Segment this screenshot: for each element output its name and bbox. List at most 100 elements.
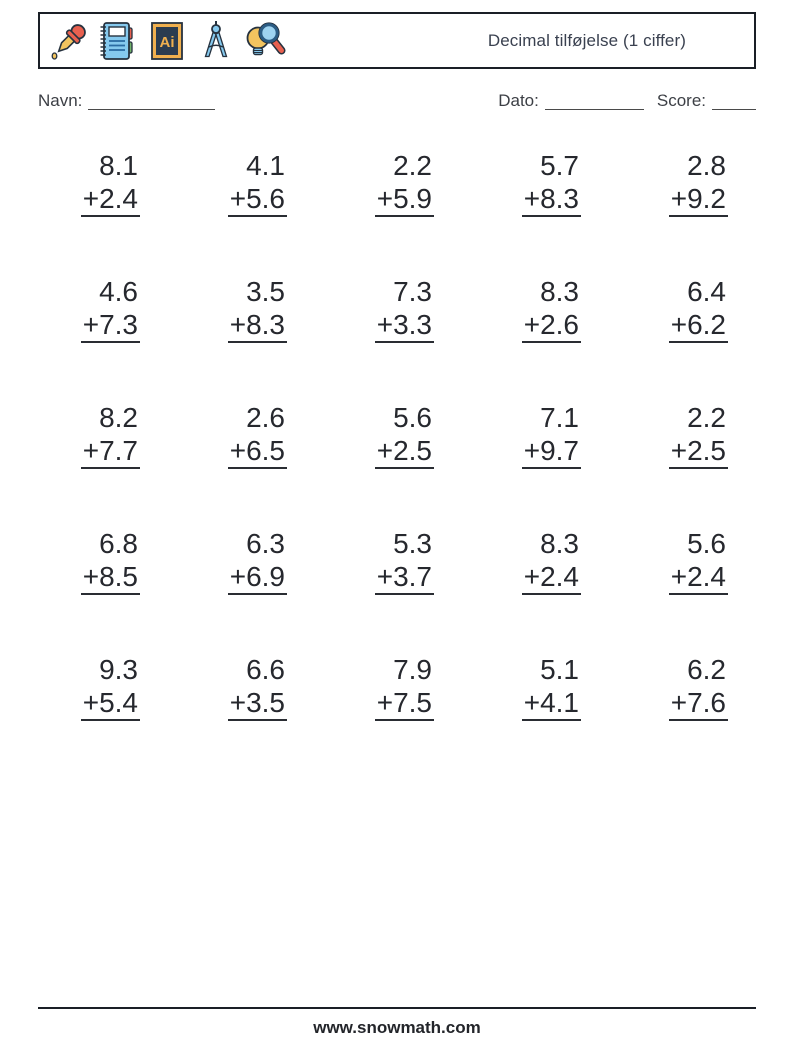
addend-bottom-with-operator: +9.2	[668, 182, 728, 217]
addend-top: 2.8	[687, 150, 726, 181]
addend-bottom-with-operator: +2.5	[668, 434, 728, 469]
addend-bottom-with-operator: +8.3	[227, 308, 287, 343]
problem-20: 5.6 +2.4	[619, 527, 766, 595]
problem-stack: 7.1 +9.7	[521, 401, 581, 469]
addend-top: 5.1	[540, 654, 579, 685]
problem-stack: 5.6 +2.4	[668, 527, 728, 595]
addend-top: 6.8	[99, 528, 138, 559]
addend-bottom-with-operator: +7.7	[80, 434, 140, 469]
addend-top: 5.3	[393, 528, 432, 559]
addend-bottom-with-operator: +6.2	[668, 308, 728, 343]
addend-top: 4.6	[99, 276, 138, 307]
addend-top: 3.5	[246, 276, 285, 307]
header: Ai Decimal tilføjelse (1 ciffer)	[38, 12, 756, 69]
problem-stack: 5.1 +4.1	[521, 653, 581, 721]
problem-7: 3.5 +8.3	[178, 275, 325, 343]
problem-8: 7.3 +3.3	[325, 275, 472, 343]
problem-stack: 8.2 +7.7	[80, 401, 140, 469]
addend-top: 6.2	[687, 654, 726, 685]
addend-bottom-with-operator: +2.5	[374, 434, 434, 469]
footer-site-url: www.snowmath.com	[313, 1018, 481, 1037]
addend-bottom-with-operator: +3.7	[374, 560, 434, 595]
problem-stack: 6.8 +8.5	[80, 527, 140, 595]
addend-top: 5.7	[540, 150, 579, 181]
addend-bottom-with-operator: +7.6	[668, 686, 728, 721]
addend-bottom-with-operator: +2.6	[521, 308, 581, 343]
problem-12: 2.6 +6.5	[178, 401, 325, 469]
problem-stack: 5.3 +3.7	[374, 527, 434, 595]
problem-22: 6.6 +3.5	[178, 653, 325, 721]
addend-bottom-with-operator: +7.5	[374, 686, 434, 721]
problem-stack: 7.3 +3.3	[374, 275, 434, 343]
problem-stack: 2.6 +6.5	[227, 401, 287, 469]
date-label: Dato:	[498, 91, 539, 110]
problem-stack: 6.6 +3.5	[227, 653, 287, 721]
problem-18: 5.3 +3.7	[325, 527, 472, 595]
problem-16: 6.8 +8.5	[31, 527, 178, 595]
problem-stack: 4.1 +5.6	[227, 149, 287, 217]
addend-bottom-with-operator: +2.4	[521, 560, 581, 595]
name-field: Navn:	[38, 91, 216, 110]
addend-top: 8.2	[99, 402, 138, 433]
lightbulb-magnifier-icon	[246, 21, 286, 55]
problem-3: 2.2 +5.9	[325, 149, 472, 217]
addend-top: 2.6	[246, 402, 285, 433]
score-label: Score:	[656, 91, 706, 110]
problem-stack: 6.4 +6.2	[668, 275, 728, 343]
addend-bottom-with-operator: +3.3	[374, 308, 434, 343]
problem-stack: 5.6 +2.5	[374, 401, 434, 469]
date-field: Dato:	[498, 91, 644, 110]
problem-1: 8.1 +2.4	[31, 149, 178, 217]
problem-23: 7.9 +7.5	[325, 653, 472, 721]
addend-bottom-with-operator: +9.7	[521, 434, 581, 469]
name-label: Navn:	[38, 91, 83, 110]
addend-top: 7.9	[393, 654, 432, 685]
problems-grid: 8.1 +2.4 4.1 +5.6 2.2 +5.9 5.7 +8.3 2.8 +9.2 4.6 +7…	[31, 149, 766, 721]
ai-logo-icon: Ai	[151, 21, 183, 60]
problem-5: 2.8 +9.2	[619, 149, 766, 217]
problem-2: 4.1 +5.6	[178, 149, 325, 217]
score-field: Score:	[657, 91, 756, 110]
addend-bottom-with-operator: +8.5	[80, 560, 140, 595]
addend-top: 8.3	[540, 528, 579, 559]
addend-top: 8.3	[540, 276, 579, 307]
addend-top: 4.1	[246, 150, 285, 181]
problem-stack: 8.3 +2.6	[521, 275, 581, 343]
addend-top: 6.3	[246, 528, 285, 559]
problem-13: 5.6 +2.5	[325, 401, 472, 469]
problem-stack: 4.6 +7.3	[80, 275, 140, 343]
problem-6: 4.6 +7.3	[31, 275, 178, 343]
date-score-group: Dato: Score:	[498, 91, 756, 110]
addend-top: 5.6	[393, 402, 432, 433]
problem-24: 5.1 +4.1	[472, 653, 619, 721]
problem-stack: 3.5 +8.3	[227, 275, 287, 343]
problem-stack: 6.2 +7.6	[668, 653, 728, 721]
addend-top: 9.3	[99, 654, 138, 685]
problem-stack: 5.7 +8.3	[521, 149, 581, 217]
addend-bottom-with-operator: +5.4	[80, 686, 140, 721]
problem-21: 9.3 +5.4	[31, 653, 178, 721]
problem-stack: 7.9 +7.5	[374, 653, 434, 721]
worksheet-title: Decimal tilføjelse (1 ciffer)	[487, 30, 686, 50]
problem-14: 7.1 +9.7	[472, 401, 619, 469]
problem-11: 8.2 +7.7	[31, 401, 178, 469]
addend-top: 7.3	[393, 276, 432, 307]
problem-stack: 9.3 +5.4	[80, 653, 140, 721]
score-blank-line	[712, 92, 756, 110]
addend-bottom-with-operator: +6.5	[227, 434, 287, 469]
addend-bottom-with-operator: +5.9	[374, 182, 434, 217]
addend-bottom-with-operator: +2.4	[80, 182, 140, 217]
problem-stack: 8.1 +2.4	[80, 149, 140, 217]
addend-top: 6.6	[246, 654, 285, 685]
addend-bottom-with-operator: +4.1	[521, 686, 581, 721]
addend-top: 2.2	[687, 402, 726, 433]
addend-bottom-with-operator: +7.3	[80, 308, 140, 343]
eyedropper-icon	[51, 23, 86, 60]
svg-text:Ai: Ai	[160, 34, 175, 51]
problem-stack: 6.3 +6.9	[227, 527, 287, 595]
addend-top: 2.2	[393, 150, 432, 181]
footer: www.snowmath.com	[38, 1007, 756, 1038]
problem-stack: 2.2 +5.9	[374, 149, 434, 217]
addend-bottom-with-operator: +3.5	[227, 686, 287, 721]
